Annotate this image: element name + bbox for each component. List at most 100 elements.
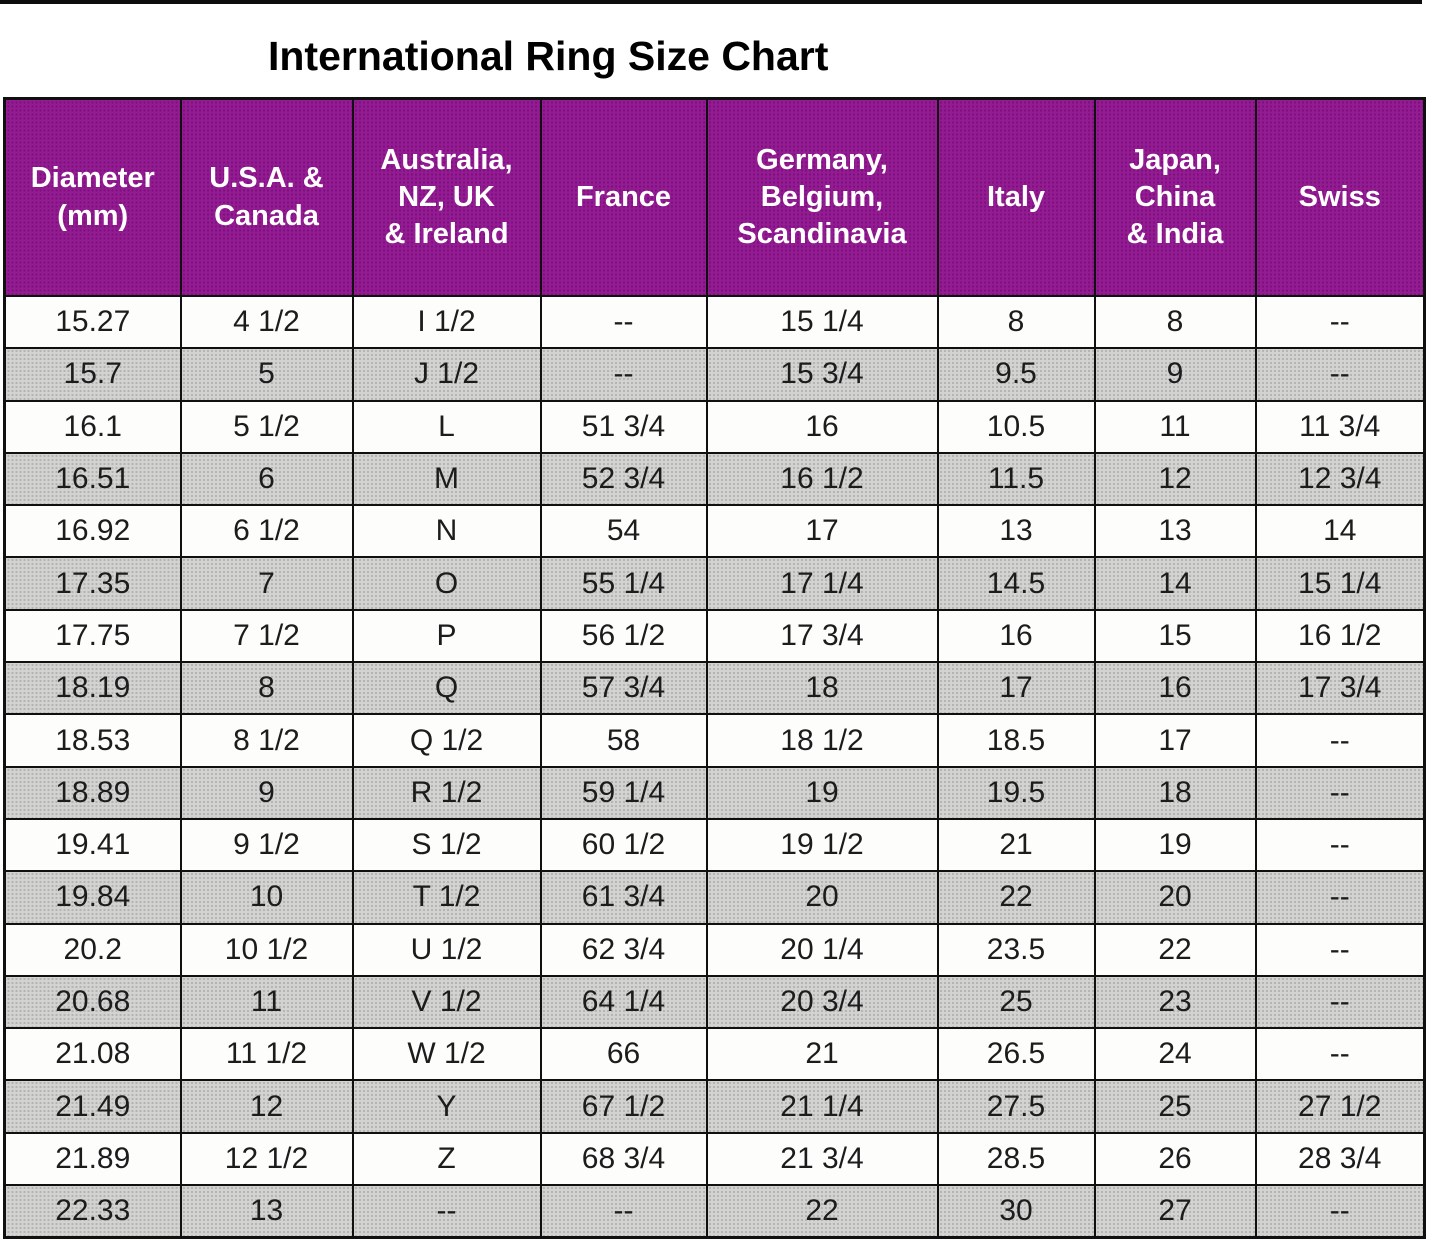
cell: 61 3/4 (539, 870, 708, 925)
cell: 16.92 (3, 504, 182, 559)
cell: 27 (1093, 1184, 1257, 1239)
cell: U 1/2 (351, 922, 542, 977)
cell: 14 (1093, 556, 1257, 611)
cell: 21 (936, 817, 1096, 873)
cell: -- (1254, 1184, 1426, 1239)
top-divider-line (0, 0, 1422, 4)
cell: 9 (1093, 347, 1257, 402)
cell: 17 1/4 (705, 556, 939, 611)
cell: 24 (1093, 1027, 1257, 1082)
cell: 15 (1093, 608, 1257, 664)
cell: 30 (936, 1184, 1096, 1239)
cell: 5 (179, 347, 354, 402)
cell: 19 1/2 (705, 817, 939, 873)
cell: 18.89 (3, 765, 182, 820)
page-title: International Ring Size Chart (268, 33, 829, 80)
cell: 25 (936, 974, 1096, 1030)
cell: -- (1254, 713, 1426, 768)
cell: 10.5 (936, 399, 1096, 454)
cell: 17 (1093, 713, 1257, 768)
cell: -- (539, 347, 708, 402)
table-row: 18.89 9 R 1/2 59 1/4 19 19.5 18 -- (3, 765, 1426, 820)
cell: 20 3/4 (705, 974, 939, 1030)
table-row: 15.7 5 J 1/2 -- 15 3/4 9.5 9 -- (3, 347, 1426, 402)
cell: 7 1/2 (179, 608, 354, 664)
column-header-italy: Italy (936, 97, 1096, 297)
column-header-diameter-mm: Diameter (mm) (3, 97, 182, 297)
cell: V 1/2 (351, 974, 542, 1030)
cell: 64 1/4 (539, 974, 708, 1030)
cell: 52 3/4 (539, 451, 708, 507)
cell: 6 (179, 451, 354, 507)
cell: -- (351, 1184, 542, 1239)
ring-size-table: Diameter (mm) U.S.A. & Canada Australia,… (3, 97, 1426, 1240)
table-row: 15.27 4 1/2 I 1/2 -- 15 1/4 8 8 -- (3, 294, 1426, 350)
cell: 12 3/4 (1254, 451, 1426, 507)
cell: 8 (1093, 294, 1257, 350)
table-row: 19.84 10 T 1/2 61 3/4 20 22 20 -- (3, 870, 1426, 925)
cell: Q 1/2 (351, 713, 542, 768)
cell: 17 (705, 504, 939, 559)
cell: 8 (179, 661, 354, 716)
cell: 26.5 (936, 1027, 1096, 1082)
cell: 8 1/2 (179, 713, 354, 768)
cell: -- (1254, 817, 1426, 873)
cell: Q (351, 661, 542, 716)
cell: 10 1/2 (179, 922, 354, 977)
cell: 21 3/4 (705, 1131, 939, 1187)
column-header-usa-canada: U.S.A. & Canada (179, 97, 354, 297)
cell: 21.89 (3, 1131, 182, 1187)
cell: 18.19 (3, 661, 182, 716)
cell: 15.7 (3, 347, 182, 402)
cell: 18 (1093, 765, 1257, 820)
cell: 6 1/2 (179, 504, 354, 559)
cell: 16 1/2 (705, 451, 939, 507)
header-row: Diameter (mm) U.S.A. & Canada Australia,… (3, 97, 1426, 297)
cell: N (351, 504, 542, 559)
cell: 57 3/4 (539, 661, 708, 716)
cell: 17.75 (3, 608, 182, 664)
cell: 23 (1093, 974, 1257, 1030)
cell: 11 (1093, 399, 1257, 454)
cell: 13 (1093, 504, 1257, 559)
cell: 25 (1093, 1079, 1257, 1134)
cell: 8 (936, 294, 1096, 350)
cell: 15 1/4 (1254, 556, 1426, 611)
cell: 13 (179, 1184, 354, 1239)
cell: 22 (936, 870, 1096, 925)
table-row: 22.33 13 -- -- 22 30 27 -- (3, 1184, 1426, 1239)
cell: 11 (179, 974, 354, 1030)
cell: 20 1/4 (705, 922, 939, 977)
table-row: 21.89 12 1/2 Z 68 3/4 21 3/4 28.5 26 28 3/4 (3, 1131, 1426, 1187)
cell: 27 1/2 (1254, 1079, 1426, 1134)
cell: 16 (705, 399, 939, 454)
cell: 58 (539, 713, 708, 768)
cell: 17 (936, 661, 1096, 716)
cell: 9 1/2 (179, 817, 354, 873)
cell: Y (351, 1079, 542, 1134)
cell: -- (1254, 347, 1426, 402)
cell: -- (1254, 974, 1426, 1030)
cell: W 1/2 (351, 1027, 542, 1082)
table-row: 16.51 6 M 52 3/4 16 1/2 11.5 12 12 3/4 (3, 451, 1426, 507)
cell: 16.51 (3, 451, 182, 507)
cell: J 1/2 (351, 347, 542, 402)
cell: 14.5 (936, 556, 1096, 611)
cell: 17 3/4 (705, 608, 939, 664)
cell: 19.41 (3, 817, 182, 873)
column-header-germany-belgium: Germany, Belgium, Scandinavia (705, 97, 939, 297)
cell: 28.5 (936, 1131, 1096, 1187)
cell: 28 3/4 (1254, 1131, 1426, 1187)
cell: 9.5 (936, 347, 1096, 402)
cell: -- (539, 1184, 708, 1239)
cell: 15 3/4 (705, 347, 939, 402)
cell: 15 1/4 (705, 294, 939, 350)
cell: 20.68 (3, 974, 182, 1030)
cell: 14 (1254, 504, 1426, 559)
cell: 20 (1093, 870, 1257, 925)
cell: 20.2 (3, 922, 182, 977)
table-row: 21.08 11 1/2 W 1/2 66 21 26.5 24 -- (3, 1027, 1426, 1082)
table-body: 15.27 4 1/2 I 1/2 -- 15 1/4 8 8 -- 15.7 5 J 1/2 -- 1… (3, 294, 1426, 1239)
cell: 11.5 (936, 451, 1096, 507)
cell: 60 1/2 (539, 817, 708, 873)
